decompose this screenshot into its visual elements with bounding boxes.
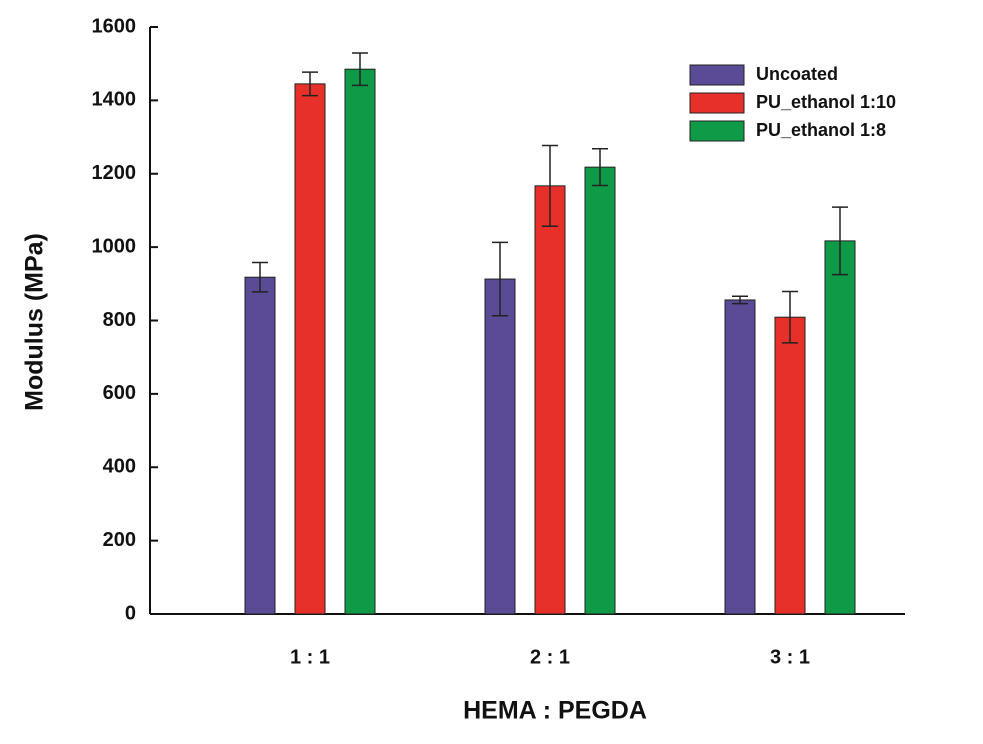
x-tick-label: 1 : 1 xyxy=(290,646,330,668)
error-bar xyxy=(832,206,848,276)
bar xyxy=(724,299,756,615)
y-tick-label: 1000 xyxy=(92,235,137,257)
error-bar xyxy=(492,241,508,317)
legend-label: PU_ethanol 1:10 xyxy=(756,92,896,112)
legend-swatch xyxy=(689,120,745,142)
bar xyxy=(294,83,326,615)
y-axis-label: Modulus (MPa) xyxy=(21,233,49,411)
legend-swatch xyxy=(689,64,745,86)
x-tick-label: 2 : 1 xyxy=(530,646,570,668)
bar xyxy=(244,276,276,615)
bar xyxy=(774,316,806,615)
error-bar xyxy=(252,261,268,293)
error-bar xyxy=(352,52,368,87)
error-bar xyxy=(732,295,748,305)
y-tick-label: 0 xyxy=(125,602,136,624)
bar xyxy=(824,240,856,615)
y-tick-label: 1400 xyxy=(92,89,137,111)
bar xyxy=(484,278,516,615)
legend-label: Uncoated xyxy=(756,64,838,84)
bar xyxy=(584,166,616,615)
error-bar xyxy=(302,71,318,97)
y-tick-label: 200 xyxy=(103,529,136,551)
legend-label: PU_ethanol 1:8 xyxy=(756,120,886,140)
y-tick-label: 800 xyxy=(103,309,136,331)
bar xyxy=(534,185,566,615)
x-tick-label: 3 : 1 xyxy=(770,646,810,668)
x-axis-label: HEMA : PEGDA xyxy=(463,697,647,725)
y-tick-label: 400 xyxy=(103,456,136,478)
y-tick-label: 600 xyxy=(103,382,136,404)
bar xyxy=(344,68,376,615)
y-tick-label: 1600 xyxy=(92,15,137,37)
error-bar xyxy=(782,290,798,344)
error-bar xyxy=(542,144,558,227)
legend-swatch xyxy=(689,92,745,114)
error-bar xyxy=(592,148,608,187)
y-tick-label: 1200 xyxy=(92,162,137,184)
